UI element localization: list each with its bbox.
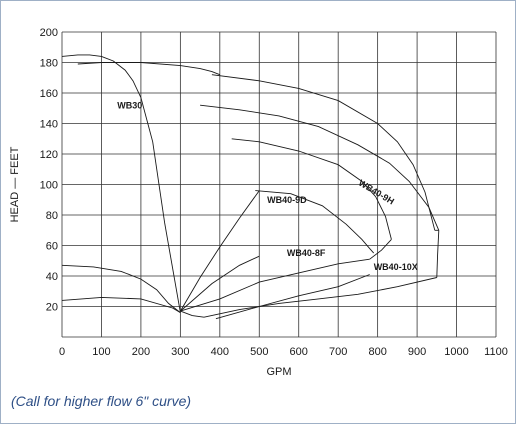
x-tick-label: 600	[290, 346, 308, 358]
curve-line	[77, 62, 220, 76]
curve-line	[369, 239, 392, 260]
curve-line	[255, 190, 375, 254]
curve-line	[436, 230, 440, 278]
x-tick-label: 100	[92, 346, 110, 358]
x-tick-label: 300	[171, 346, 189, 358]
curve-line	[180, 255, 260, 312]
region-label: WB30	[117, 100, 142, 110]
x-tick-label: 400	[211, 346, 229, 358]
x-tick-label: 200	[132, 346, 150, 358]
footnote: (Call for higher flow 6" curve)	[11, 393, 192, 409]
y-tick-label: 140	[40, 119, 58, 131]
x-tick-label: 0	[59, 346, 65, 358]
y-tick-label: 180	[40, 58, 58, 70]
x-tick-label: 800	[368, 346, 386, 358]
curve-line	[61, 54, 181, 313]
region-labels: WB30 WB40-9H WB40-9D WB40-8F WB40-10X	[117, 100, 417, 272]
pump-curve-chart: 0 100 200 300 400 500 600 700 800 900 1000 1100 20 4…	[9, 27, 508, 378]
region-label: WB40-10X	[374, 262, 418, 272]
x-tick-label: 900	[408, 346, 426, 358]
x-tick-label: 500	[250, 346, 268, 358]
curve-line	[200, 104, 440, 231]
curve-line	[61, 264, 181, 313]
curve-line	[180, 310, 205, 318]
y-tick-label: 40	[46, 271, 58, 283]
curve-line	[211, 74, 436, 231]
x-tick-labels: 0 100 200 300 400 500 600 700 800 900 1000 1100	[59, 346, 508, 358]
region-label: WB40-9H	[357, 178, 396, 207]
y-axis-label: HEAD — FEET	[9, 146, 21, 222]
curve-line	[231, 138, 392, 240]
curve-line	[203, 277, 437, 318]
curve-line	[180, 190, 260, 312]
y-tick-labels: 20 40 60 80 100 120 140 160 180 200	[40, 27, 58, 314]
region-label: WB40-9D	[267, 195, 307, 205]
curve-lines	[61, 54, 440, 320]
y-tick-label: 160	[40, 88, 58, 100]
x-tick-label: 1100	[484, 346, 508, 358]
x-tick-label: 700	[329, 346, 347, 358]
y-tick-label: 80	[46, 210, 58, 222]
region-label: WB40-8F	[287, 248, 326, 258]
y-tick-label: 120	[40, 149, 58, 161]
y-tick-label: 200	[40, 27, 58, 39]
curve-line	[180, 258, 370, 312]
curve-line	[215, 274, 370, 320]
x-axis-label: GPM	[266, 366, 291, 378]
x-tick-label: 1000	[444, 346, 468, 358]
curve-line	[61, 296, 181, 313]
y-tick-label: 20	[46, 302, 58, 314]
y-tick-label: 60	[46, 241, 58, 253]
y-tick-label: 100	[40, 180, 58, 192]
grid-lines	[61, 31, 497, 338]
